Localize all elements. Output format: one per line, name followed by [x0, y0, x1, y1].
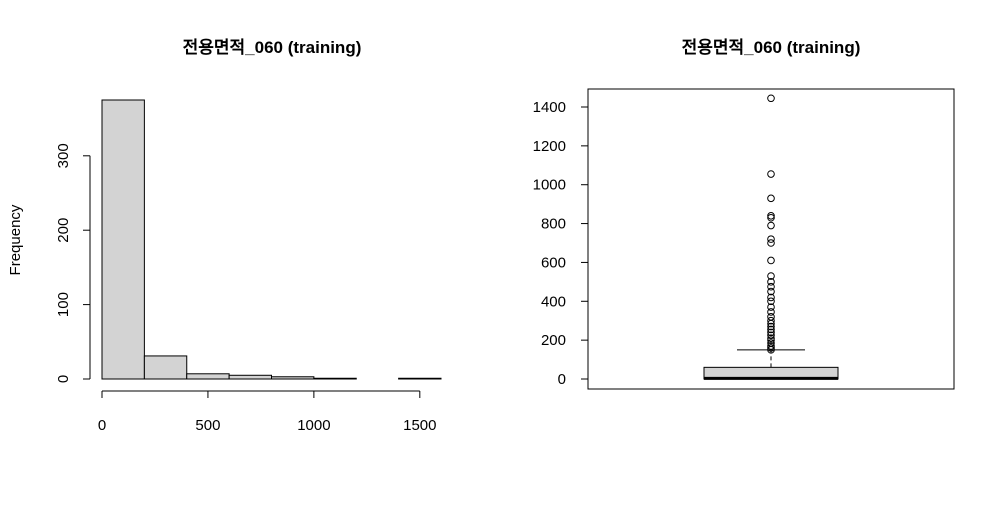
boxplot-outlier-point [767, 336, 775, 344]
boxplot-outlier-point [767, 331, 775, 340]
boxplot-outlier-point [767, 170, 775, 178]
histogram-bar [271, 376, 315, 380]
boxplot-title: 전용면적_060 (training) [682, 38, 861, 57]
boxplot-outlier-point [767, 344, 775, 352]
boxplot-outlier-point [767, 346, 775, 354]
boxplot-y-tick-label: 1400 [533, 99, 566, 116]
boxplot-y-tick-label: 600 [541, 254, 566, 271]
boxplot-outlier-point [767, 256, 775, 265]
boxplot-outlier-point [767, 239, 775, 247]
histogram-bar [143, 355, 188, 380]
boxplot-outlier-point [767, 325, 775, 334]
histogram-bar [228, 374, 272, 380]
boxplot-outlier-point [767, 282, 775, 291]
boxplot-outlier-point [767, 319, 775, 328]
boxplot-y-tick-label: 1200 [533, 138, 566, 155]
histogram-y-tick-label: 100 [55, 292, 72, 317]
histogram-y-axis-label: Frequency [7, 204, 24, 275]
histogram-bar [186, 373, 230, 380]
boxplot-y-tick-label: 200 [541, 332, 566, 349]
histogram-y-tick-label: 300 [55, 143, 72, 168]
boxplot-outlier-point [767, 221, 775, 230]
boxplot-outlier-point [767, 328, 775, 337]
boxplot-outlier-point [767, 303, 775, 311]
boxplot-outlier-point [767, 308, 775, 316]
boxplot-outlier-point [767, 334, 775, 343]
histogram-x-tick-label: 0 [98, 417, 106, 434]
boxplot-outlier-point [767, 287, 775, 296]
boxplot-outlier-point [767, 278, 775, 286]
boxplot-outlier-point [767, 235, 775, 243]
boxplot-outlier-point [767, 297, 775, 306]
boxplot-y-tick-label: 800 [541, 216, 566, 233]
boxplot-y-tick-label: 400 [541, 293, 566, 310]
histogram-plot: 0 500 1000 1500 0 100 200 300 [55, 99, 442, 434]
histogram-x-tick-label: 500 [195, 417, 220, 434]
histogram-bar [101, 99, 145, 380]
boxplot-frame [587, 88, 955, 390]
boxplot-outlier-point [767, 213, 775, 222]
histogram-x-tick-label: 1000 [297, 417, 330, 434]
histogram-title: 전용면적_060 (training) [183, 38, 362, 57]
histogram-bar [398, 377, 442, 380]
boxplot-outlier-point [767, 316, 775, 325]
boxplot-y-tick-label: 1000 [533, 177, 566, 194]
boxplot-outlier-point [767, 212, 775, 220]
boxplot-outlier-point [767, 94, 775, 103]
histogram-x-tick-label: 1500 [403, 417, 436, 434]
histogram-y-tick-label: 0 [55, 375, 72, 383]
boxplot-outlier-point [767, 194, 775, 203]
boxplot-outlier-point [767, 272, 775, 280]
boxplot-plot: 0 200 400 600 800 1000 1200 1400 [533, 88, 955, 390]
boxplot-outlier-point [767, 293, 775, 302]
boxplot-y-tick-label: 0 [558, 371, 566, 388]
boxplot-outlier-point [767, 322, 775, 331]
boxplot-outlier-point [767, 342, 775, 350]
histogram-y-tick-label: 200 [55, 218, 72, 243]
boxplot-outlier-point [767, 313, 775, 321]
histogram-bar [313, 377, 357, 380]
